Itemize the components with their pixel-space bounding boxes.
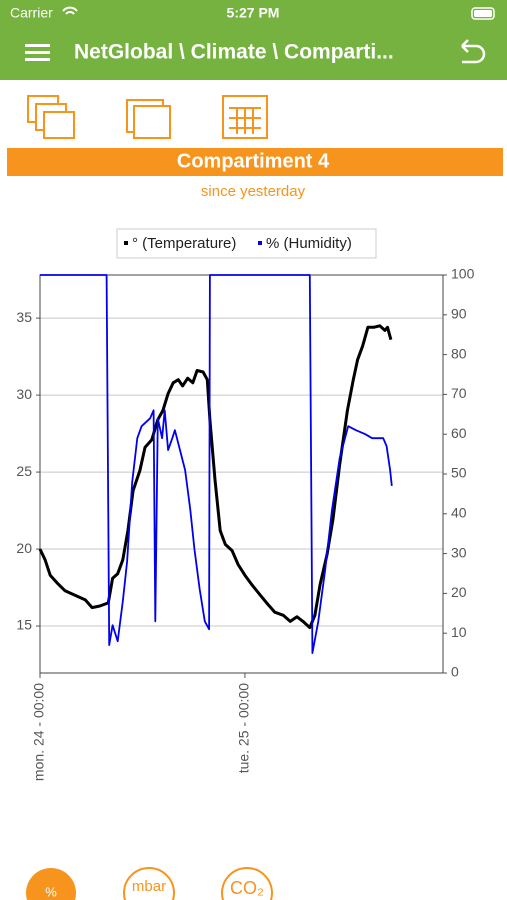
y2-tick-label: 70 (451, 385, 467, 401)
legend-swatch (124, 241, 128, 245)
header-bar (7, 148, 503, 176)
y2-tick-label: 100 (451, 266, 475, 282)
header-subtitle: since yesterday (201, 183, 306, 200)
y-tick-label: 30 (16, 386, 32, 402)
wifi-icon (62, 6, 78, 15)
tab-pressure[interactable] (123, 867, 175, 900)
series-line (38, 324, 393, 630)
tab-co2[interactable] (221, 867, 273, 900)
tab-label: CO₂ (230, 878, 264, 898)
y2-tick-label: 60 (451, 425, 467, 441)
period-icons (27, 95, 268, 139)
tab-humidity[interactable] (26, 868, 76, 900)
carrier: Carrier (10, 5, 53, 21)
x-tick-label: mon. 24 - 00:00 (31, 683, 47, 781)
y-tick-label: 15 (16, 617, 32, 633)
menu-bar (25, 58, 50, 61)
menu-button[interactable] (25, 44, 50, 61)
legend-swatch (258, 241, 262, 245)
y2-tick-label: 30 (451, 544, 467, 560)
menu-bar (25, 51, 50, 54)
series-line (40, 274, 393, 654)
legend-box (116, 228, 377, 259)
y-tick-label: 20 (16, 540, 32, 556)
nav-background (0, 0, 507, 80)
y2-tick-label: 80 (451, 345, 467, 361)
legend-label: % (Humidity) (266, 235, 352, 252)
nav-title: NetGlobal \ Climate \ Comparti... (74, 41, 394, 64)
calendar-icon[interactable] (133, 105, 171, 139)
header-title: Compartiment 4 (177, 150, 330, 172)
calendar-icon[interactable] (43, 111, 75, 139)
y2-tick-label: 40 (451, 505, 467, 521)
y2-tick-label: 20 (451, 584, 467, 600)
tab-label: mbar (132, 878, 166, 895)
y2-tick-label: 10 (451, 624, 467, 640)
legend-label: ° (Temperature) (132, 235, 236, 252)
chart: 15 20 25 30 35 0 10 20 30 40 50 60 70 80 90 100 mon. 24 … (16, 235, 474, 781)
y2-tick-label: 0 (451, 664, 459, 680)
battery-level (474, 10, 492, 17)
y2-tick-label: 50 (451, 465, 467, 481)
menu-bar (25, 44, 50, 47)
y2-tick-label: 90 (451, 306, 467, 322)
calendar-icon[interactable] (222, 95, 268, 139)
clock: 5:27 PM (227, 5, 280, 21)
back-button[interactable] (461, 39, 486, 64)
tab-label: % (45, 884, 57, 899)
x-tick-label: tue. 25 - 00:00 (236, 683, 252, 774)
battery-icon (471, 7, 495, 20)
y-tick-label: 35 (16, 309, 32, 325)
y-tick-label: 25 (16, 463, 32, 479)
plot-frame (39, 274, 444, 674)
calendar-grid (229, 107, 261, 134)
